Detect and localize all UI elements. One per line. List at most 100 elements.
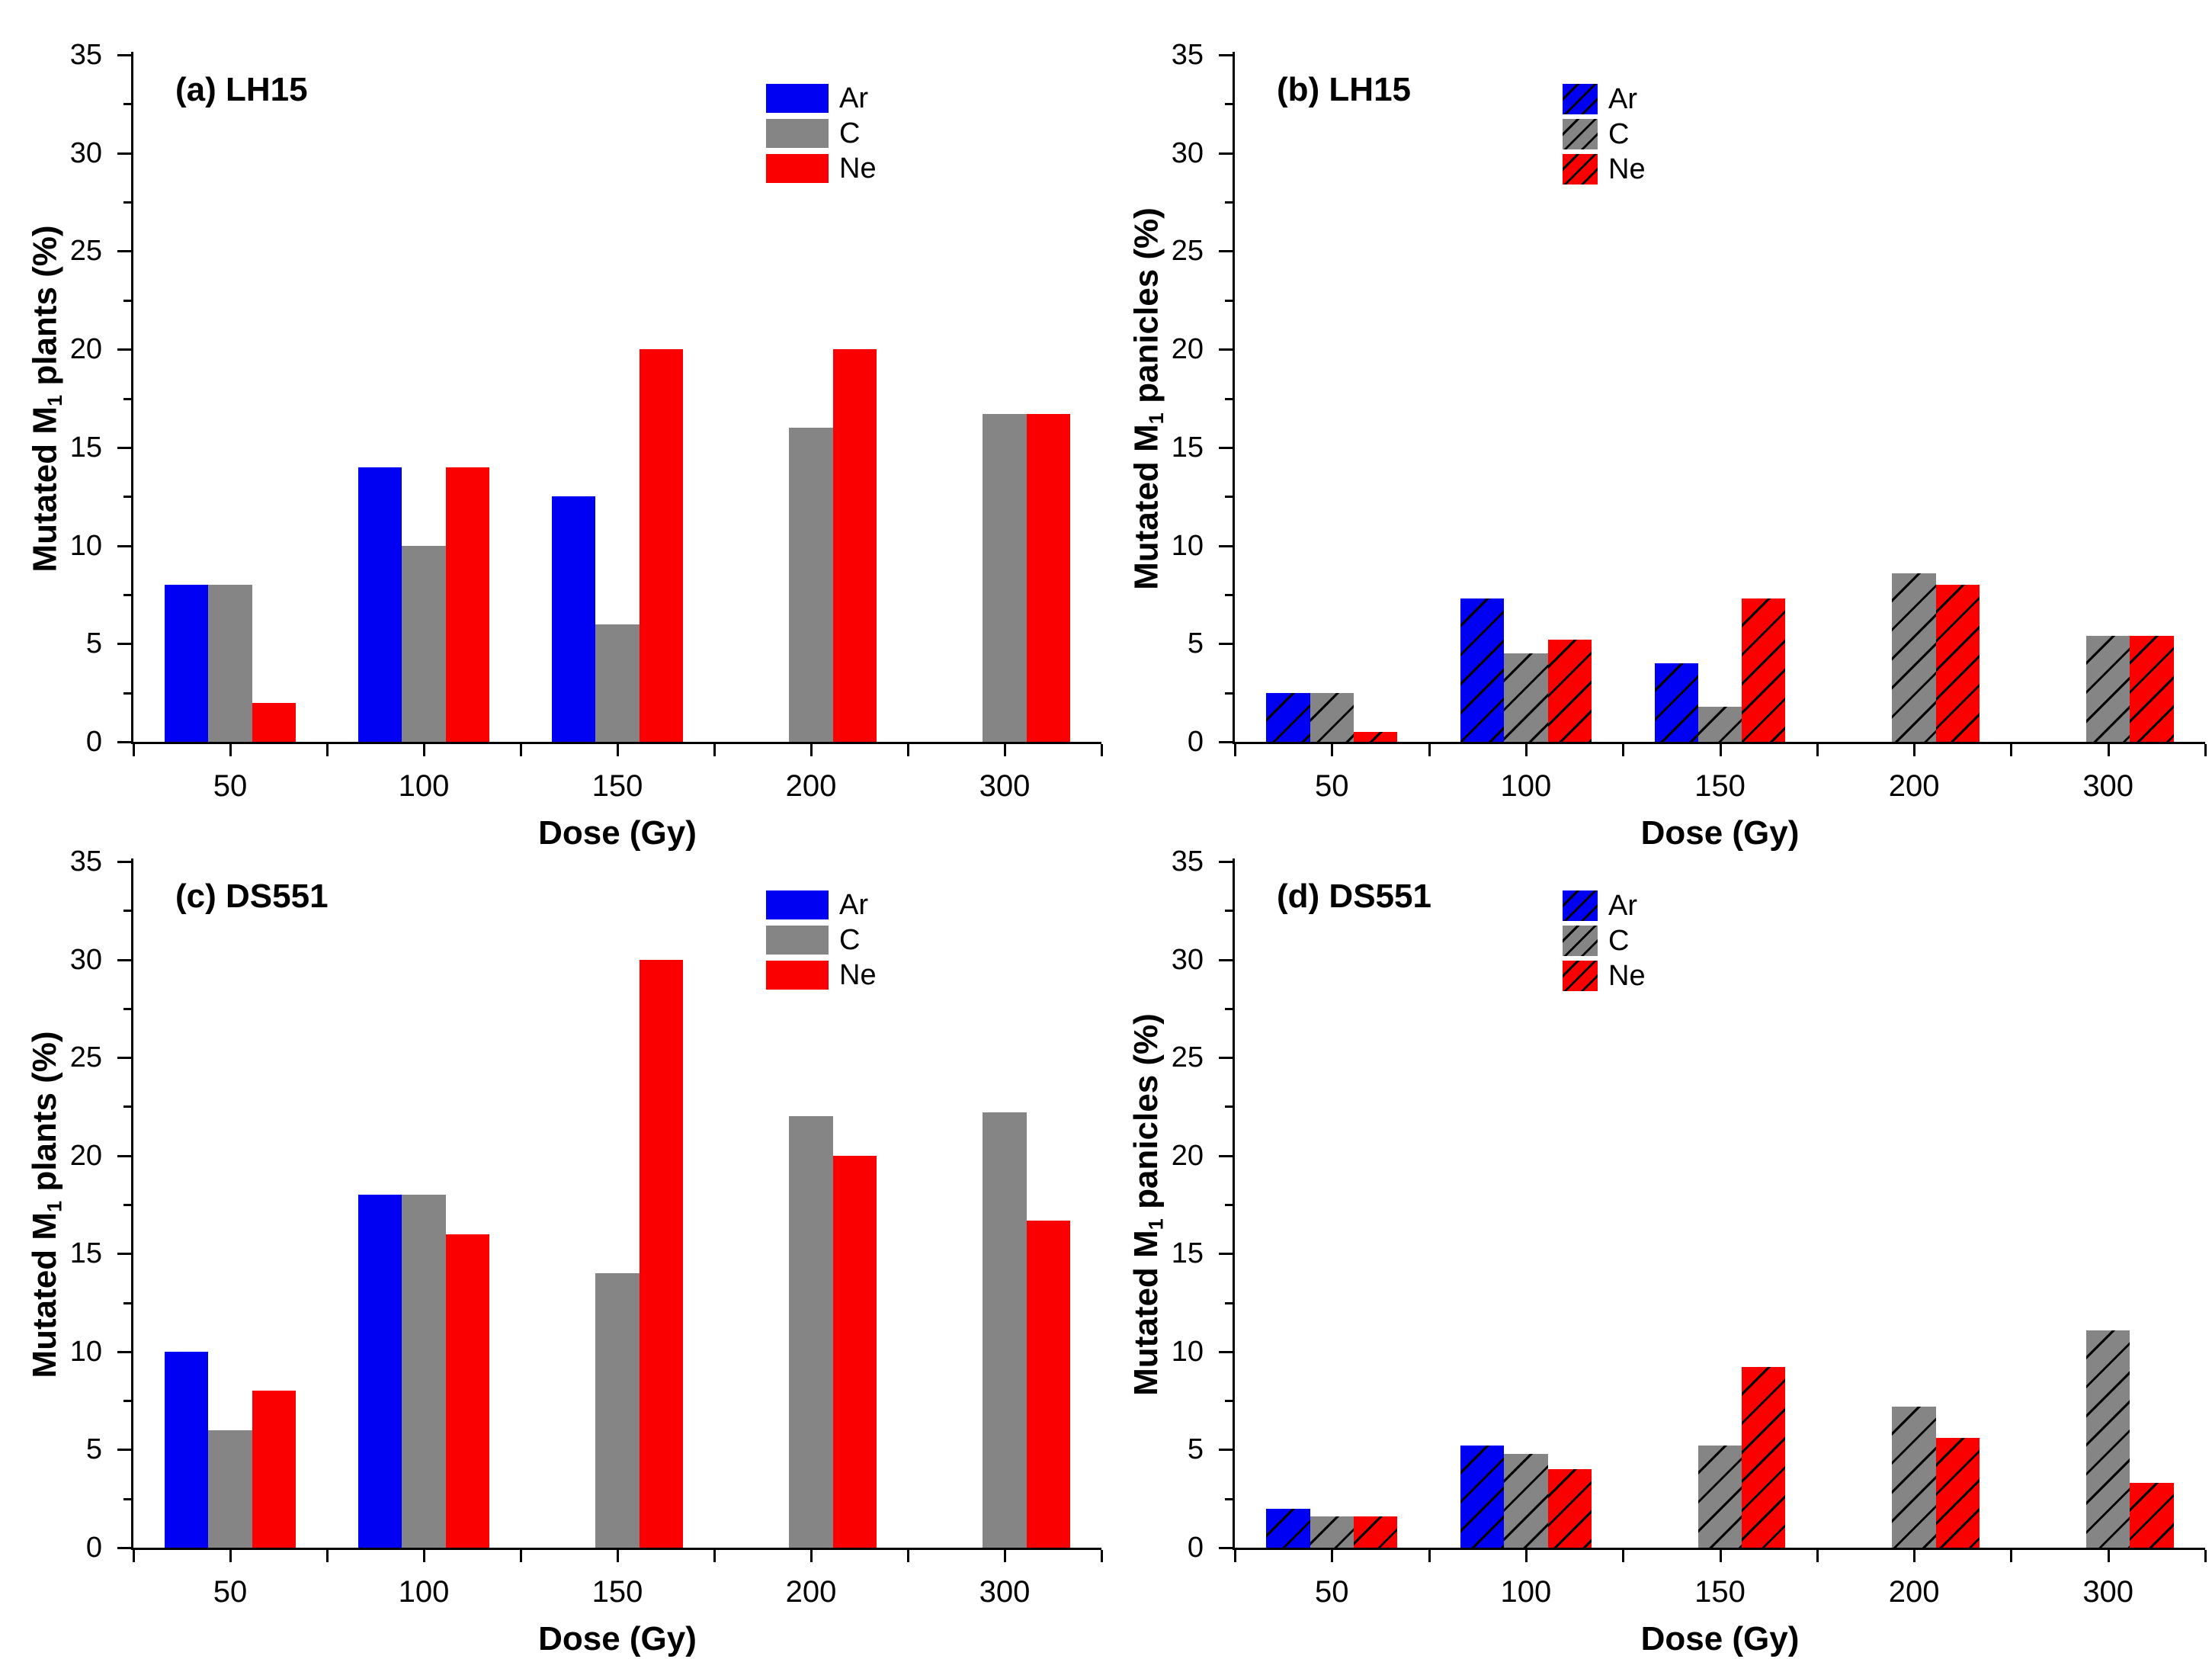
x-boundary-tick [1428,744,1431,756]
legend-label-Ar: Ar [1608,890,1637,922]
y-tick-label: 30 [1171,943,1204,976]
y-major-tick [1219,1154,1233,1157]
panel-variety-name: DS551 [1319,878,1431,915]
panel-letter: (c) [175,878,216,915]
bar-C-100Gy [402,1195,446,1548]
y-major-tick [1219,1449,1233,1452]
bar-Ne-100Gy [445,467,489,742]
bar-Ne-100Gy [1547,640,1592,742]
x-axis-title: Dose (Gy) [1640,1620,1800,1657]
y-major-tick [1219,1547,1233,1549]
bar-C-100Gy [402,545,446,742]
x-major-tick [1524,744,1528,756]
x-boundary-tick [520,1550,522,1562]
y-axis-title-subscript: 1 [42,1200,66,1213]
legend-swatch-Ne [1563,961,1598,991]
bar-Ar-50Gy [165,1351,209,1548]
x-major-tick [1719,744,1722,756]
y-minor-tick [1225,691,1233,695]
x-tick-label: 200 [785,1575,837,1609]
y-minor-tick [123,496,131,499]
y-minor-tick [1225,593,1233,596]
x-tick-label: 150 [591,1575,643,1609]
bar-Ne-150Gy [1742,1367,1786,1548]
legend-label-C: C [839,924,861,956]
y-minor-tick [123,1497,131,1500]
x-boundary-tick [2010,1550,2013,1562]
legend-swatch-Ne [766,154,829,183]
y-minor-tick [123,397,131,400]
bar-Ne-300Gy [2130,1483,2174,1548]
x-major-tick [423,1550,425,1562]
y-major-tick [1219,348,1233,351]
bar-Ne-200Gy [832,1155,877,1548]
bar-C-150Gy [1697,706,1742,742]
x-major-tick [1524,1550,1528,1562]
y-major-tick [117,1253,131,1256]
y-tick-label: 25 [1171,1041,1204,1074]
legend-label-Ne: Ne [839,152,877,185]
bar-C-300Gy [2086,635,2130,742]
y-minor-tick [1225,103,1233,106]
y-tick-label: 0 [1187,1532,1204,1564]
y-major-tick [1219,1253,1233,1256]
x-axis-title: Dose (Gy) [1640,814,1800,852]
x-major-tick [423,744,425,756]
y-tick-label: 10 [69,529,102,562]
x-major-tick [229,1550,232,1562]
x-major-tick [810,744,813,756]
bar-C-50Gy [208,585,252,742]
x-boundary-tick [907,1550,909,1562]
x-boundary-tick [1622,744,1625,756]
bar-Ne-200Gy [1935,1438,1980,1548]
y-axis-title: Mutated M1 panicles (%) [1127,55,1169,742]
bar-C-150Gy [595,624,640,742]
y-major-tick [1219,643,1233,646]
y-axis-title: Mutated M1 panicles (%) [1127,862,1169,1548]
y-axis-title-text: plants (%) [26,1031,63,1201]
legend-label-Ar: Ar [839,889,868,921]
bar-C-300Gy [983,414,1027,742]
panel-title-b: (b) LH15 [1277,73,1411,107]
bar-C-100Gy [1504,1453,1548,1548]
legend-swatch-Ne [1563,154,1598,185]
bar-C-300Gy [983,1112,1027,1548]
x-boundary-tick [133,744,135,756]
y-major-tick [117,1350,131,1353]
y-minor-tick [123,1204,131,1206]
y-tick-label: 5 [1187,627,1204,660]
x-major-tick [1913,744,1916,756]
y-tick-label: 25 [69,235,102,268]
y-minor-tick [123,593,131,596]
panel-letter: (d) [1277,878,1320,915]
y-tick-label: 30 [1171,136,1204,169]
y-tick-label: 25 [1171,235,1204,268]
panel-title-a: (a) LH15 [175,73,308,107]
x-major-tick [229,744,232,756]
legend-label-C: C [839,117,861,149]
y-minor-tick [1225,201,1233,204]
legend-label-Ne: Ne [1608,960,1646,992]
y-tick-label: 35 [69,846,102,878]
y-axis-title-subscript: 1 [1143,412,1168,424]
legend-label-Ne: Ne [839,959,877,991]
y-tick-label: 20 [69,333,102,366]
panel-letter: (a) [175,71,216,108]
y-tick-label: 20 [69,1139,102,1172]
y-tick-label: 30 [69,943,102,976]
y-minor-tick [1225,910,1233,913]
y-tick-label: 5 [85,1433,102,1466]
y-tick-label: 10 [69,1335,102,1368]
legend-label-Ne: Ne [1608,153,1646,185]
y-axis-line [1233,858,1235,1550]
x-boundary-tick [1234,744,1236,756]
x-major-tick [617,744,619,756]
x-axis-line [131,1548,1101,1550]
y-axis-title-text: Mutated M [1127,1230,1165,1396]
x-boundary-tick [2204,744,2207,756]
x-tick-label: 150 [591,769,643,803]
x-major-tick [1719,1550,1722,1562]
bar-C-300Gy [2086,1330,2130,1548]
bar-Ne-50Gy [252,1391,296,1548]
x-tick-label: 50 [1315,769,1349,803]
